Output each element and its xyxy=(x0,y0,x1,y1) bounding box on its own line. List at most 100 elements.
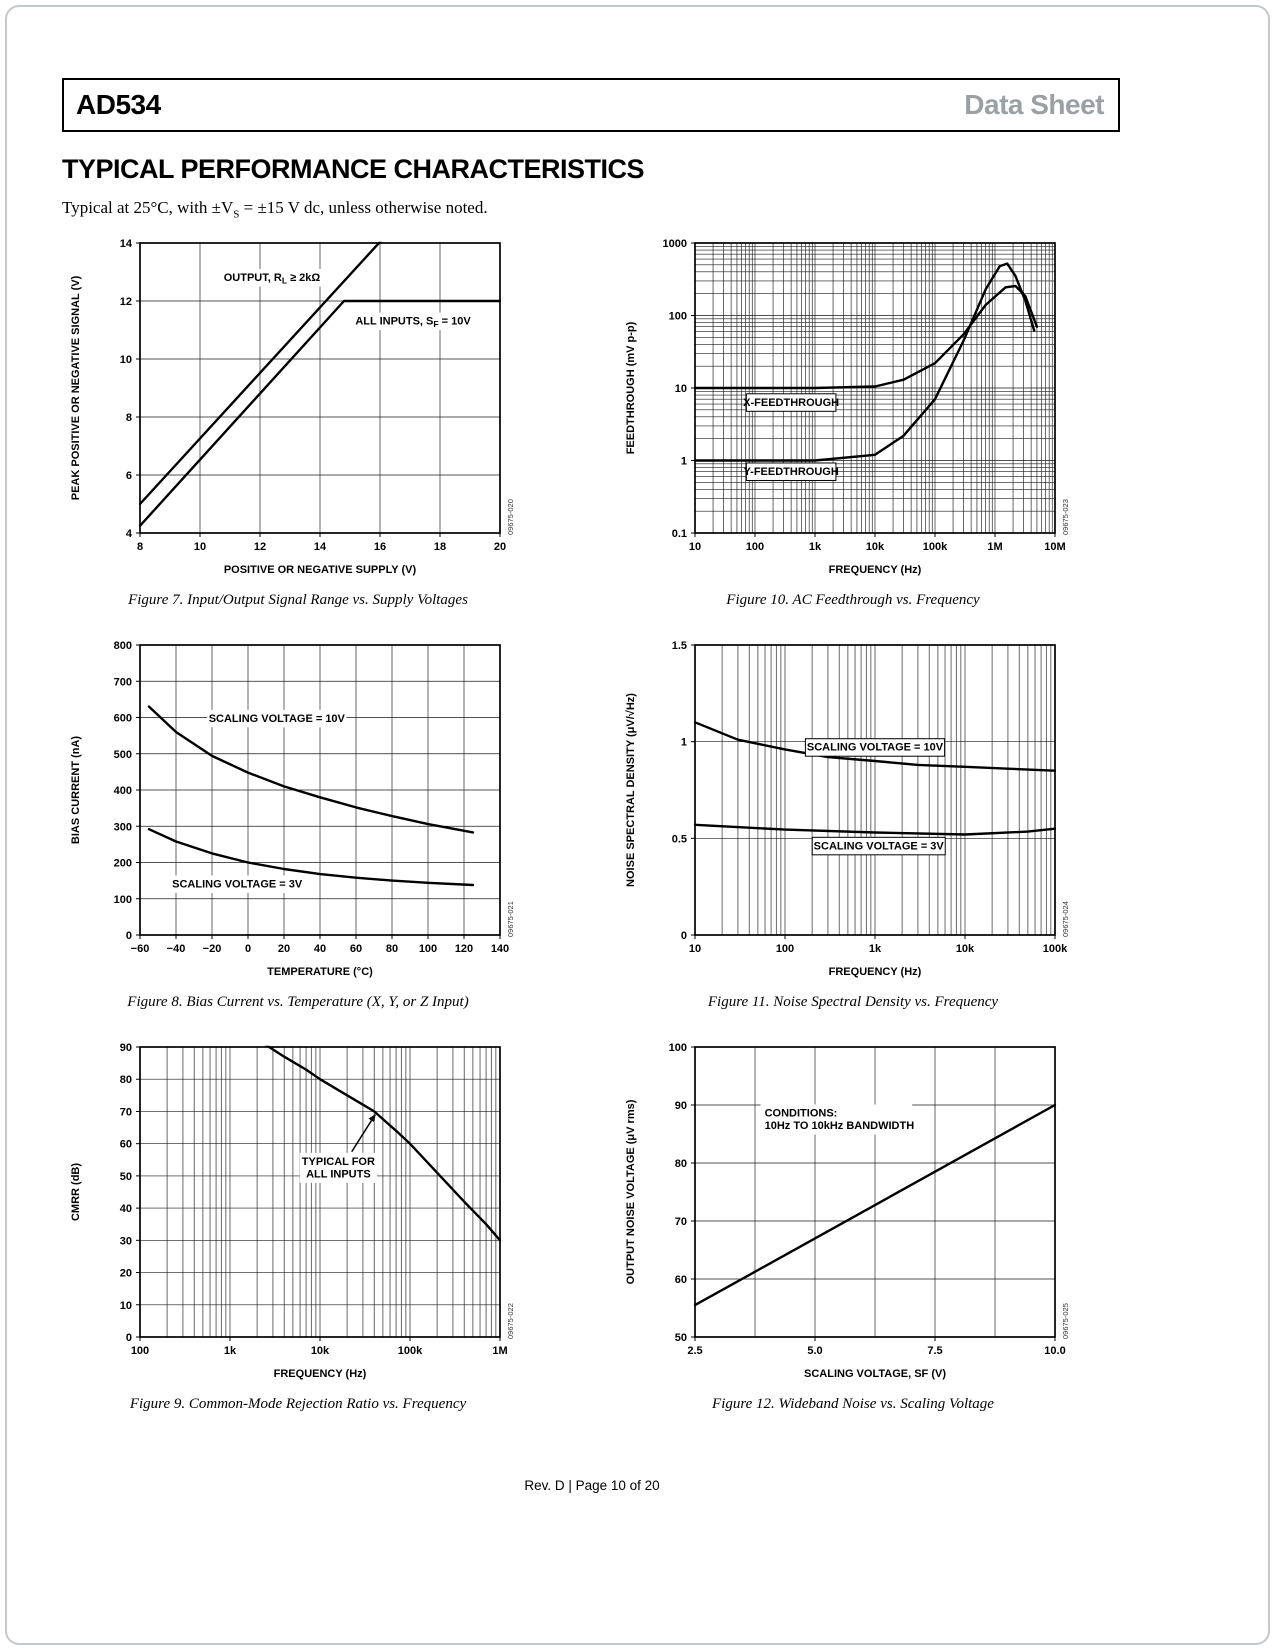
annotation-box xyxy=(811,836,946,856)
doc-type-label: Data Sheet xyxy=(964,89,1104,120)
svg-text:40: 40 xyxy=(120,1203,132,1215)
svg-text:100: 100 xyxy=(419,943,437,955)
svg-text:600: 600 xyxy=(114,713,132,725)
svg-text:1k: 1k xyxy=(224,1345,237,1357)
series-curve xyxy=(147,705,475,834)
svg-text:−20: −20 xyxy=(203,943,222,955)
page-footer: Rev. D | Page 10 of 20 xyxy=(62,1478,1122,1493)
svg-text:200: 200 xyxy=(114,858,132,870)
svg-text:80: 80 xyxy=(675,1158,687,1170)
masthead: AD534 Data Sheet xyxy=(62,78,1120,132)
svg-text:100: 100 xyxy=(746,541,764,553)
part-number: AD534 xyxy=(76,89,161,120)
svg-text:−40: −40 xyxy=(167,943,186,955)
figure-code: 09675-024 xyxy=(1061,901,1070,937)
gridlines xyxy=(695,645,1055,935)
figure-block: −60 −40 −20 0 20 40 60 80 100 120 140 0 100 200 300 400… xyxy=(62,633,534,1011)
svg-text:OUTPUT NOISE VOLTAGE (μV rms): OUTPUT NOISE VOLTAGE (μV rms) xyxy=(625,1099,637,1284)
annotation-box xyxy=(804,738,946,757)
svg-text:30: 30 xyxy=(120,1235,132,1247)
svg-text:500: 500 xyxy=(114,749,132,761)
axis-labels: 100 1k 10k 100k 1M 0 10 20 30 40 50 60 70 80 90 FREQUEN… xyxy=(70,1042,508,1380)
annotation-box xyxy=(760,1104,913,1135)
annotation-text: X-FEEDTHROUGH xyxy=(743,397,839,409)
svg-text:10M: 10M xyxy=(1044,541,1065,553)
svg-text:SCALING VOLTAGE = 10V: SCALING VOLTAGE = 10V xyxy=(209,713,346,725)
gridlines xyxy=(695,1047,1055,1337)
axis-labels: 10 100 1k 10k 100k 1M 10M 0.1 1 10 100 1000 FREQUENC… xyxy=(625,238,1066,576)
figure-code: 09675-021 xyxy=(506,901,515,937)
svg-text:−60: −60 xyxy=(131,943,150,955)
svg-text:80: 80 xyxy=(120,1074,132,1086)
svg-text:100k: 100k xyxy=(1043,943,1068,955)
figure-code: 09675-020 xyxy=(506,499,515,535)
annotation-box xyxy=(207,709,347,728)
svg-text:0: 0 xyxy=(245,943,251,955)
section-title: TYPICAL PERFORMANCE CHARACTERISTICS xyxy=(62,154,645,184)
series-curve xyxy=(138,299,502,527)
chart-plot: 8 10 12 14 16 18 20 4 6 8 10 12 14 POSITIVE OR NEGATI… xyxy=(70,238,515,576)
svg-text:12: 12 xyxy=(120,296,132,308)
gridlines xyxy=(140,243,500,533)
annotation-text: SCALING VOLTAGE = 10V xyxy=(807,742,944,754)
annotation-text: Y-FEEDTHROUGH xyxy=(743,466,838,478)
svg-text:PEAK POSITIVE OR NEGATIVE SIGN: PEAK POSITIVE OR NEGATIVE SIGNAL (V) xyxy=(70,275,82,500)
svg-text:60: 60 xyxy=(675,1274,687,1286)
annotation-text: SCALING VOLTAGE = 10V xyxy=(209,713,346,725)
svg-text:SCALING VOLTAGE = 3V: SCALING VOLTAGE = 3V xyxy=(814,840,945,852)
svg-text:SCALING VOLTAGE = 10V: SCALING VOLTAGE = 10V xyxy=(807,742,944,754)
figure-caption: Figure 9. Common-Mode Rejection Ratio vs… xyxy=(129,1396,467,1412)
annotation-text: ALL INPUTS, SF = 10V xyxy=(355,316,471,330)
series-curve xyxy=(147,827,475,887)
svg-text:10: 10 xyxy=(194,541,206,553)
svg-text:0.1: 0.1 xyxy=(672,528,687,540)
figure-code: 09675-022 xyxy=(506,1303,515,1339)
svg-text:100: 100 xyxy=(114,894,132,906)
svg-text:TYPICAL FOR: TYPICAL FOR xyxy=(302,1156,375,1168)
svg-text:90: 90 xyxy=(120,1042,132,1054)
annotation-text: OUTPUT, RL ≥ 2kΩ xyxy=(224,272,321,286)
svg-text:8: 8 xyxy=(137,541,143,553)
chart-plot: 100 1k 10k 100k 1M 0 10 20 30 40 50 60 70 80 90 FREQUEN… xyxy=(70,1042,515,1380)
series-curve xyxy=(693,1103,1057,1307)
svg-text:18: 18 xyxy=(434,541,446,553)
svg-text:400: 400 xyxy=(114,785,132,797)
svg-text:90: 90 xyxy=(675,1100,687,1112)
annotation-box xyxy=(346,312,480,331)
svg-text:700: 700 xyxy=(114,676,132,688)
figure-caption: Figure 10. AC Feedthrough vs. Frequency xyxy=(726,592,980,608)
annotation-box xyxy=(745,393,837,412)
svg-text:NOISE SPECTRAL DENSITY (μV/√Hz: NOISE SPECTRAL DENSITY (μV/√Hz) xyxy=(625,693,637,887)
svg-text:10: 10 xyxy=(689,943,701,955)
annotation-box xyxy=(217,269,327,287)
axis-labels: 8 10 12 14 16 18 20 4 6 8 10 12 14 POSITIVE OR NEGATI… xyxy=(70,238,506,576)
svg-text:100: 100 xyxy=(669,1042,687,1054)
svg-text:OUTPUT, RL ≥ 2kΩ: OUTPUT, RL ≥ 2kΩ xyxy=(224,272,321,286)
svg-text:0: 0 xyxy=(681,930,687,942)
svg-text:1000: 1000 xyxy=(663,238,687,250)
svg-text:FREQUENCY (Hz): FREQUENCY (Hz) xyxy=(274,1368,367,1380)
chart-plot: 10 100 1k 10k 100k 0 0.5 1 1.5 FREQUENCY (Hz) NOIS… xyxy=(625,640,1070,978)
annotation-text: CONDITIONS:10Hz TO 10kHz BANDWIDTH xyxy=(765,1108,915,1133)
svg-text:CONDITIONS:: CONDITIONS: xyxy=(765,1108,838,1120)
annotation-arrow xyxy=(351,1113,376,1153)
svg-text:50: 50 xyxy=(120,1171,132,1183)
svg-text:140: 140 xyxy=(491,943,509,955)
svg-text:80: 80 xyxy=(386,943,398,955)
svg-text:10: 10 xyxy=(120,1300,132,1312)
svg-text:10.0: 10.0 xyxy=(1044,1345,1065,1357)
series-curve xyxy=(265,1045,502,1242)
figure-block: 10 100 1k 10k 100k 1M 10M 0.1 1 10 100 1000 FREQUENC… xyxy=(617,231,1089,609)
svg-text:FREQUENCY (Hz): FREQUENCY (Hz) xyxy=(829,564,922,576)
svg-text:10k: 10k xyxy=(311,1345,330,1357)
svg-text:X-FEEDTHROUGH: X-FEEDTHROUGH xyxy=(743,397,839,409)
annotation-box xyxy=(299,1152,377,1183)
svg-text:20: 20 xyxy=(278,943,290,955)
svg-text:800: 800 xyxy=(114,640,132,652)
svg-text:120: 120 xyxy=(455,943,473,955)
svg-text:14: 14 xyxy=(120,238,133,250)
plot-frame xyxy=(694,1046,1056,1338)
figure-caption: Figure 12. Wideband Noise vs. Scaling Vo… xyxy=(712,1396,994,1412)
svg-text:10k: 10k xyxy=(956,943,975,955)
